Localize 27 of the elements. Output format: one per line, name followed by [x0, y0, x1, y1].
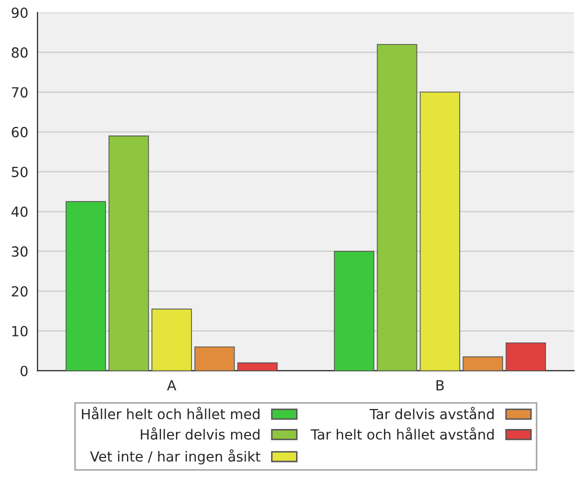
bar [108, 135, 149, 371]
bar [151, 308, 192, 371]
bar [66, 201, 106, 371]
y-tick-label: 90 [12, 7, 28, 18]
y-tick-label: 30 [12, 246, 28, 257]
legend-label: Tar helt och hållet avstånd [310, 427, 494, 440]
x-tick-label: B [436, 380, 444, 390]
y-tick-label: 50 [12, 166, 28, 178]
legend-label: Håller delvis med [140, 427, 260, 440]
y-tick-label: 70 [12, 87, 28, 98]
bar [334, 250, 374, 371]
bar [420, 92, 460, 371]
legend-label: Håller helt och hållet med [82, 406, 260, 420]
y-tick-label: 10 [12, 326, 28, 336]
bar [506, 342, 546, 371]
bar [194, 346, 235, 371]
bar [462, 356, 504, 371]
legend-label: Vet inte / har ingen åsikt [90, 449, 260, 464]
y-tick-label: 0 [20, 366, 28, 376]
y-tick-label: 80 [12, 47, 28, 58]
bar [237, 362, 278, 371]
bar [376, 44, 418, 371]
x-tick-label: A [167, 380, 176, 390]
y-tick-label: 60 [12, 126, 28, 138]
legend-label: Tar delvis avstånd [370, 406, 494, 420]
y-tick-label: 20 [12, 286, 28, 297]
y-tick-label: 40 [11, 206, 28, 218]
